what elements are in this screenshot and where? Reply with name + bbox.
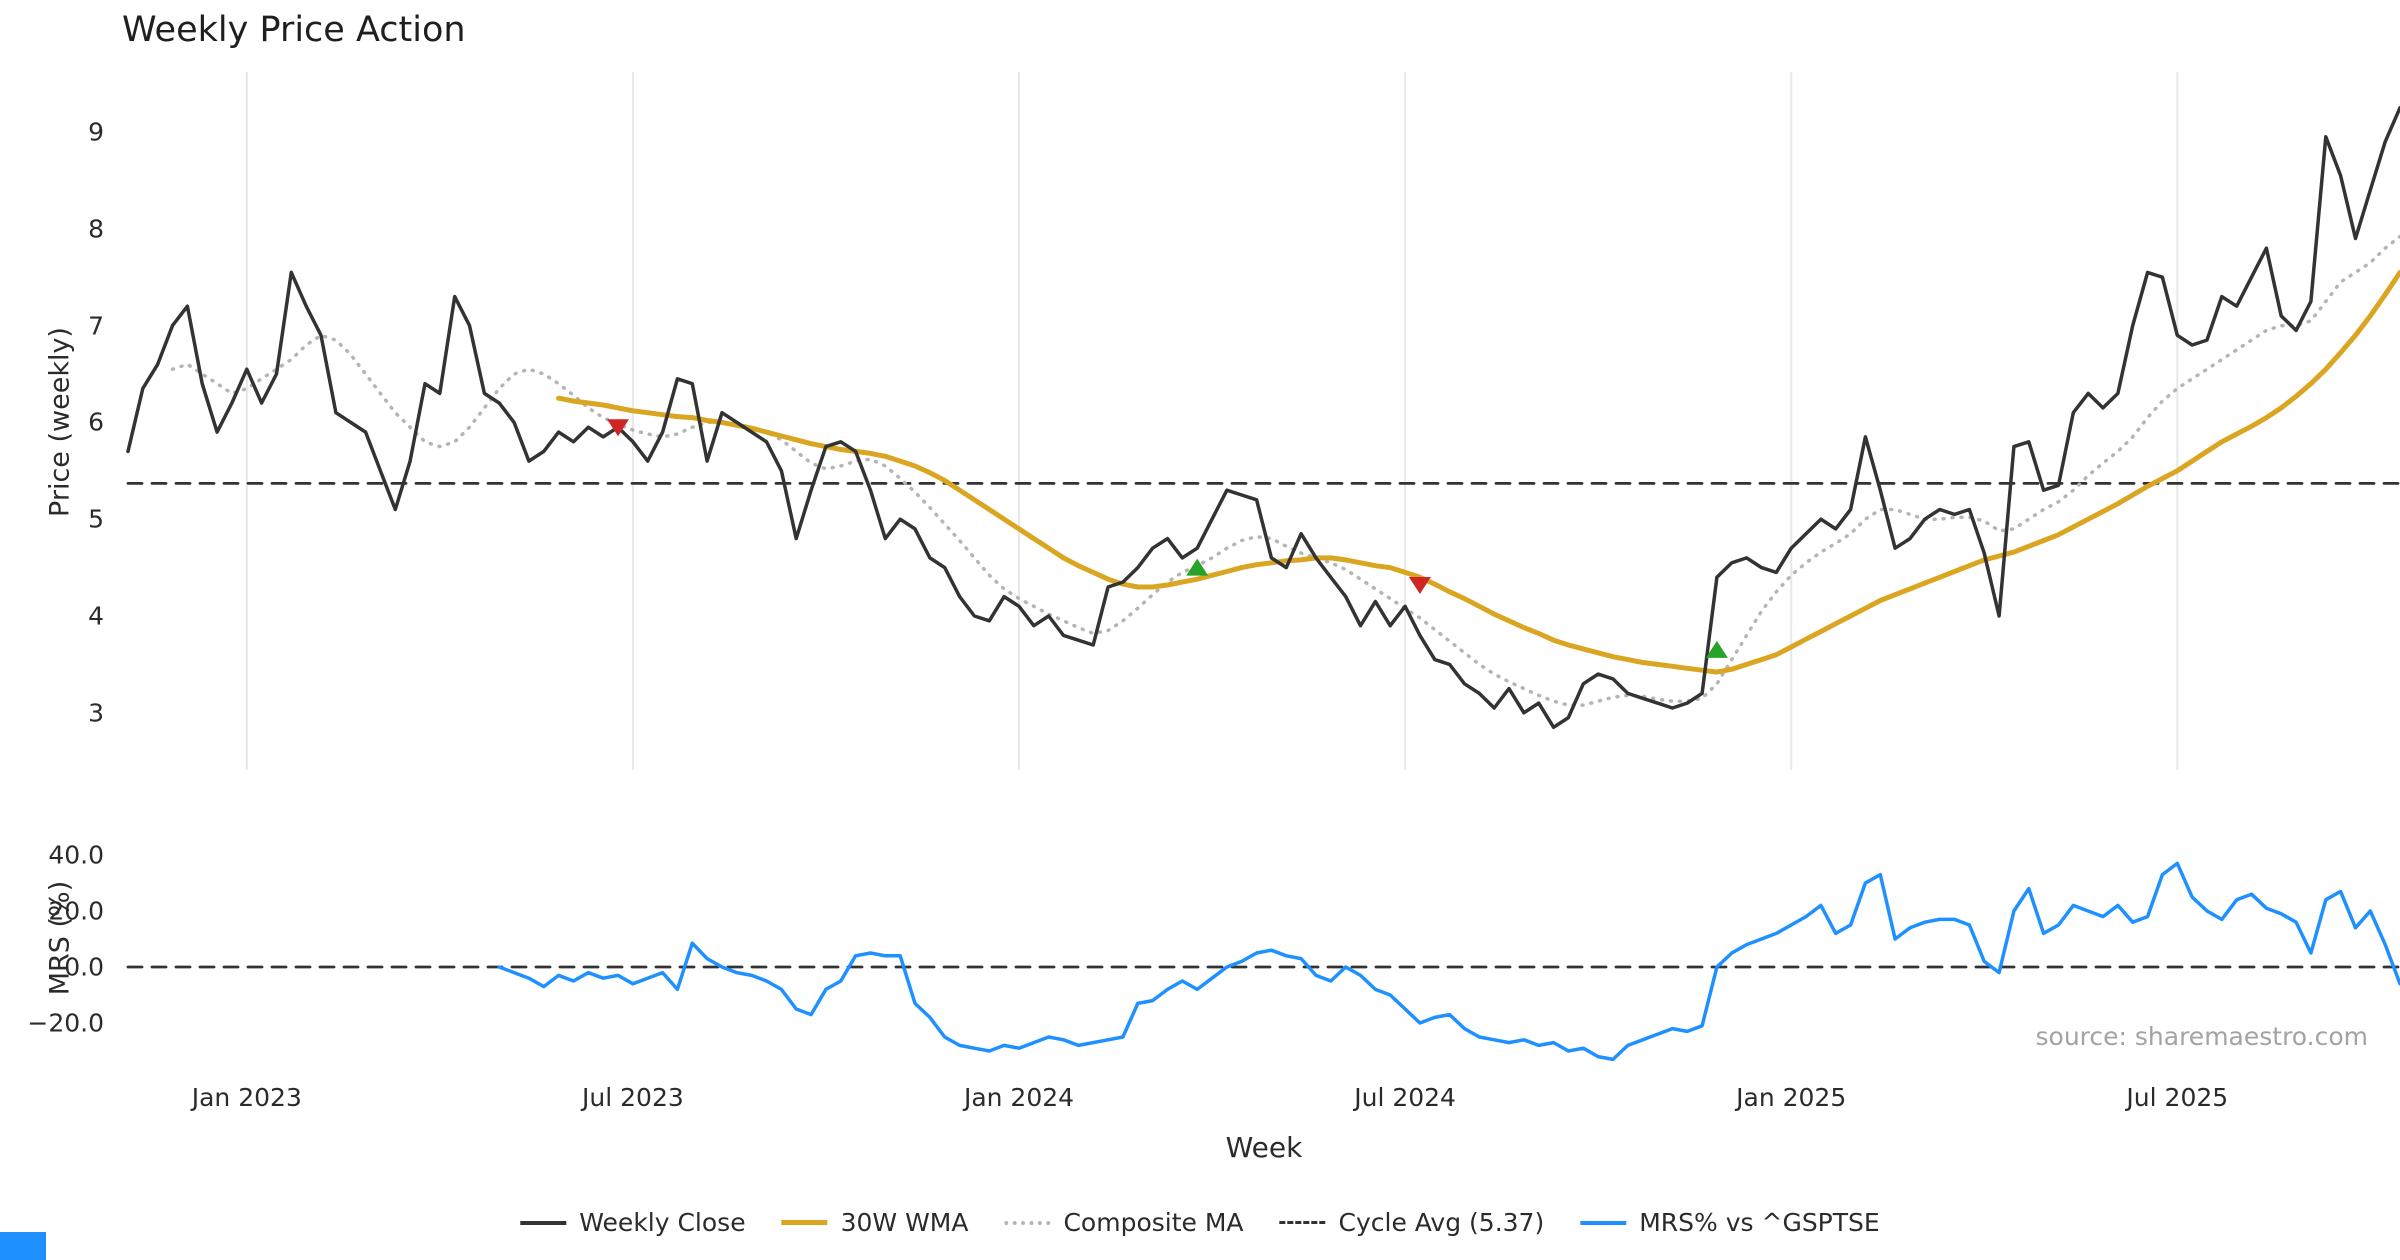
legend-label: MRS% vs ^GSPTSE (1639, 1208, 1880, 1237)
x-tick-label: Jan 2025 (1736, 1083, 1847, 1112)
y-tick-label: 40.0 (48, 840, 104, 870)
y-tick-label: 0.0 (64, 952, 104, 982)
legend-swatch (520, 1220, 567, 1225)
sell-signal-marker (607, 419, 629, 437)
y-tick-label: −20.0 (27, 1008, 104, 1038)
y-tick-label: 8 (88, 214, 104, 244)
legend-item-composite-ma: Composite MA (1004, 1208, 1244, 1237)
y-tick-label: 6 (88, 407, 104, 437)
legend-item-mrs-vs-gsptse: MRS% vs ^GSPTSE (1580, 1208, 1880, 1237)
legend-item-30w-wma: 30W WMA (781, 1208, 969, 1237)
composite-ma-line (170, 234, 2400, 707)
mrs-vs-gsptse-line (497, 861, 2400, 1062)
legend-label: 30W WMA (840, 1208, 969, 1237)
buy-signal-marker (1186, 558, 1209, 576)
weekly-close-line (126, 106, 2400, 730)
chart-legend: Weekly Close 30W WMA Composite MA Cycle Avg… (520, 1208, 1880, 1237)
y-tick-label: 20.0 (48, 896, 104, 926)
legend-swatch (1580, 1220, 1627, 1225)
x-tick-label: Jul 2024 (1354, 1083, 1456, 1112)
legend-item-weekly-close: Weekly Close (520, 1208, 746, 1237)
sell-signal-marker (1408, 577, 1431, 594)
x-tick-label: Jul 2025 (2126, 1083, 2229, 1112)
30w-wma-line (556, 269, 2400, 675)
y-tick-label: 3 (88, 698, 104, 728)
legend-label: Weekly Close (579, 1208, 746, 1237)
buy-signal-marker (1705, 640, 1728, 658)
legend-swatch (1279, 1221, 1326, 1224)
y-tick-label: 7 (88, 311, 104, 341)
legend-label: Cycle Avg (5.37) (1338, 1208, 1545, 1237)
legend-swatch (781, 1220, 828, 1225)
chart-title: Weekly Price Action (122, 10, 466, 50)
x-tick-label: Jul 2023 (582, 1083, 684, 1112)
corner-blue-mark (0, 1232, 46, 1260)
y-tick-label: 9 (88, 117, 104, 147)
legend-item-cycle-avg-5-37: Cycle Avg (5.37) (1279, 1208, 1545, 1237)
x-tick-label: Jan 2024 (963, 1083, 1075, 1112)
x-tick-label: Jan 2023 (191, 1083, 302, 1112)
week-axis-label: Week (1225, 1131, 1303, 1164)
source-watermark: source: sharemaestro.com (2035, 1022, 2369, 1051)
legend-label: Composite MA (1063, 1208, 1244, 1237)
legend-swatch (1004, 1220, 1051, 1225)
y-tick-label: 4 (88, 601, 104, 631)
y-tick-label: 5 (88, 504, 104, 534)
